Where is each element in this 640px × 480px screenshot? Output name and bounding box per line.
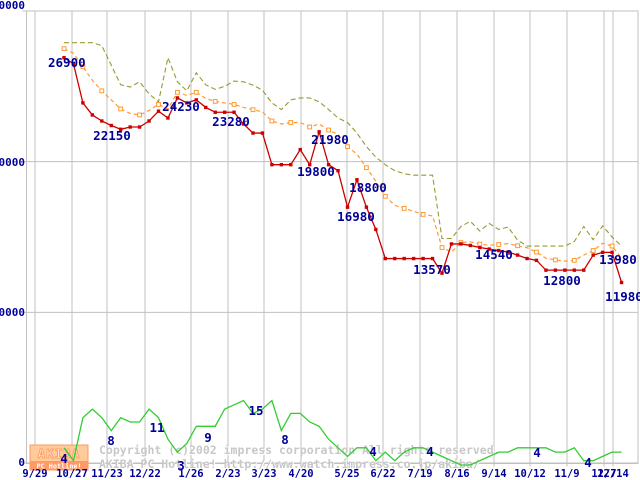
count-annotation: 4 [369,444,377,459]
akiba-pc-hotline-logo: AKIBA PC Hotline! [29,444,89,471]
count-annotation: 15 [248,403,263,418]
copyright-watermark: Copyright (c)2002 impress corporation Al… [99,443,502,472]
count-annotation: 4 [533,445,541,460]
price-annotation: 14540 [475,247,513,262]
y-axis-label: 10000 [0,306,25,319]
count-annotation: 11 [149,420,164,435]
price-annotation: 16980 [337,209,375,224]
svg-text:AKIBA PC Hotline! http://www.: AKIBA PC Hotline! http://www.watch.impre… [100,458,481,472]
price-annotation: 26900 [48,55,86,70]
count-annotation: 8 [281,432,289,447]
x-axis-label: 7/19 [407,468,432,480]
x-axis-label: 12/7 [591,468,616,480]
x-axis-label: 11/9 [554,468,579,480]
price-annotation: 23280 [212,114,250,129]
series-average_price [61,46,623,263]
grid [22,10,639,467]
count-annotation: 4 [60,451,68,466]
price-annotation: 22150 [93,128,131,143]
count-annotation: 3 [177,458,185,473]
price-annotation: 21980 [311,132,349,147]
series-highest_price [64,42,622,247]
x-axis-label: 3/23 [251,468,276,480]
count-annotation: 4 [584,455,592,470]
price-annotation: 24230 [162,99,200,114]
value-annotations: 26900 22150 24230 23280 21980 19800 18800 16980… [48,55,640,473]
x-axis-label: 9/29 [22,468,47,480]
price-annotation: 13980 [599,252,637,267]
count-annotation: 9 [204,430,212,445]
y-axis-label: 20000 [0,156,25,169]
x-axis-label: 8/16 [444,468,469,480]
x-axis-label: 5/25 [334,468,359,480]
x-axis-label: 12/22 [129,468,161,480]
count-annotation: 4 [426,444,434,459]
x-axis-label: 10/27 [56,468,88,480]
x-axis-label: 4/20 [288,468,313,480]
y-axis-label: 0 [18,456,25,469]
x-axis-label: 10/12 [514,468,546,480]
y-axis-label: 30000 [0,0,25,12]
svg-text:AKIBA PC Hotline! http://www.: AKIBA PC Hotline! http://www.watch.impre… [99,457,480,471]
x-axis-label: 1/26 [178,468,203,480]
price-annotation: 19800 [297,164,335,179]
x-axis-label: 12/14 [597,468,629,480]
price-annotation: 12800 [543,273,581,288]
svg-text:Copyright (c)2002 impress corp: Copyright (c)2002 impress corporation Al… [99,443,501,457]
x-axis-label: 6/22 [370,468,395,480]
logo-subtitle: PC Hotline! [36,463,81,471]
price-annotation: 13570 [413,262,451,277]
logo-title: AKIBA [38,446,81,461]
series-lowest_price [62,56,624,285]
price-annotation: 11980 [605,289,640,304]
x-axis-label: 2/23 [215,468,240,480]
count-annotation: 8 [107,433,115,448]
series-shop_count [63,399,622,466]
price-annotation: 18800 [349,180,387,195]
x-axis-label: 11/23 [91,468,123,480]
x-axis-label: 9/14 [481,468,506,480]
